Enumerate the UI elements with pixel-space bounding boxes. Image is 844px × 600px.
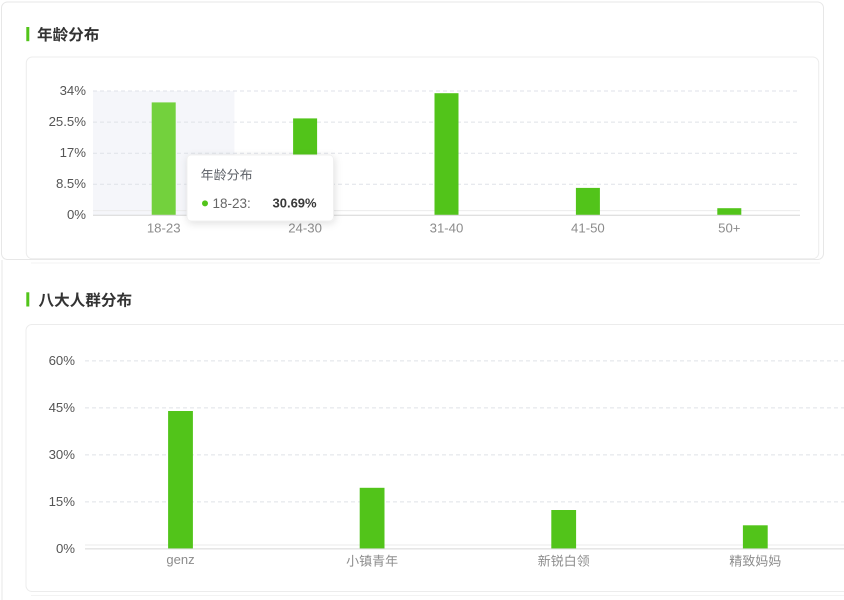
- svg-text:30%: 30%: [49, 447, 76, 462]
- svg-text:18-23: 18-23: [147, 220, 181, 235]
- svg-text:24-30: 24-30: [288, 220, 322, 235]
- svg-text:50+: 50+: [718, 220, 741, 235]
- svg-text:31-40: 31-40: [430, 220, 464, 235]
- svg-text:genz: genz: [166, 552, 194, 567]
- svg-text:60%: 60%: [49, 353, 76, 368]
- svg-text:41-50: 41-50: [571, 220, 605, 235]
- svg-text:30.69%: 30.69%: [273, 195, 318, 210]
- svg-text:18-23:: 18-23:: [213, 196, 251, 211]
- svg-text:15%: 15%: [49, 494, 76, 509]
- svg-text:8.5%: 8.5%: [56, 176, 86, 191]
- svg-text:0%: 0%: [67, 207, 86, 222]
- svg-text:45%: 45%: [49, 400, 76, 415]
- svg-text:17%: 17%: [60, 145, 87, 160]
- svg-text:0%: 0%: [56, 541, 75, 556]
- svg-text:34%: 34%: [60, 83, 87, 98]
- svg-text:25.5%: 25.5%: [49, 114, 87, 129]
